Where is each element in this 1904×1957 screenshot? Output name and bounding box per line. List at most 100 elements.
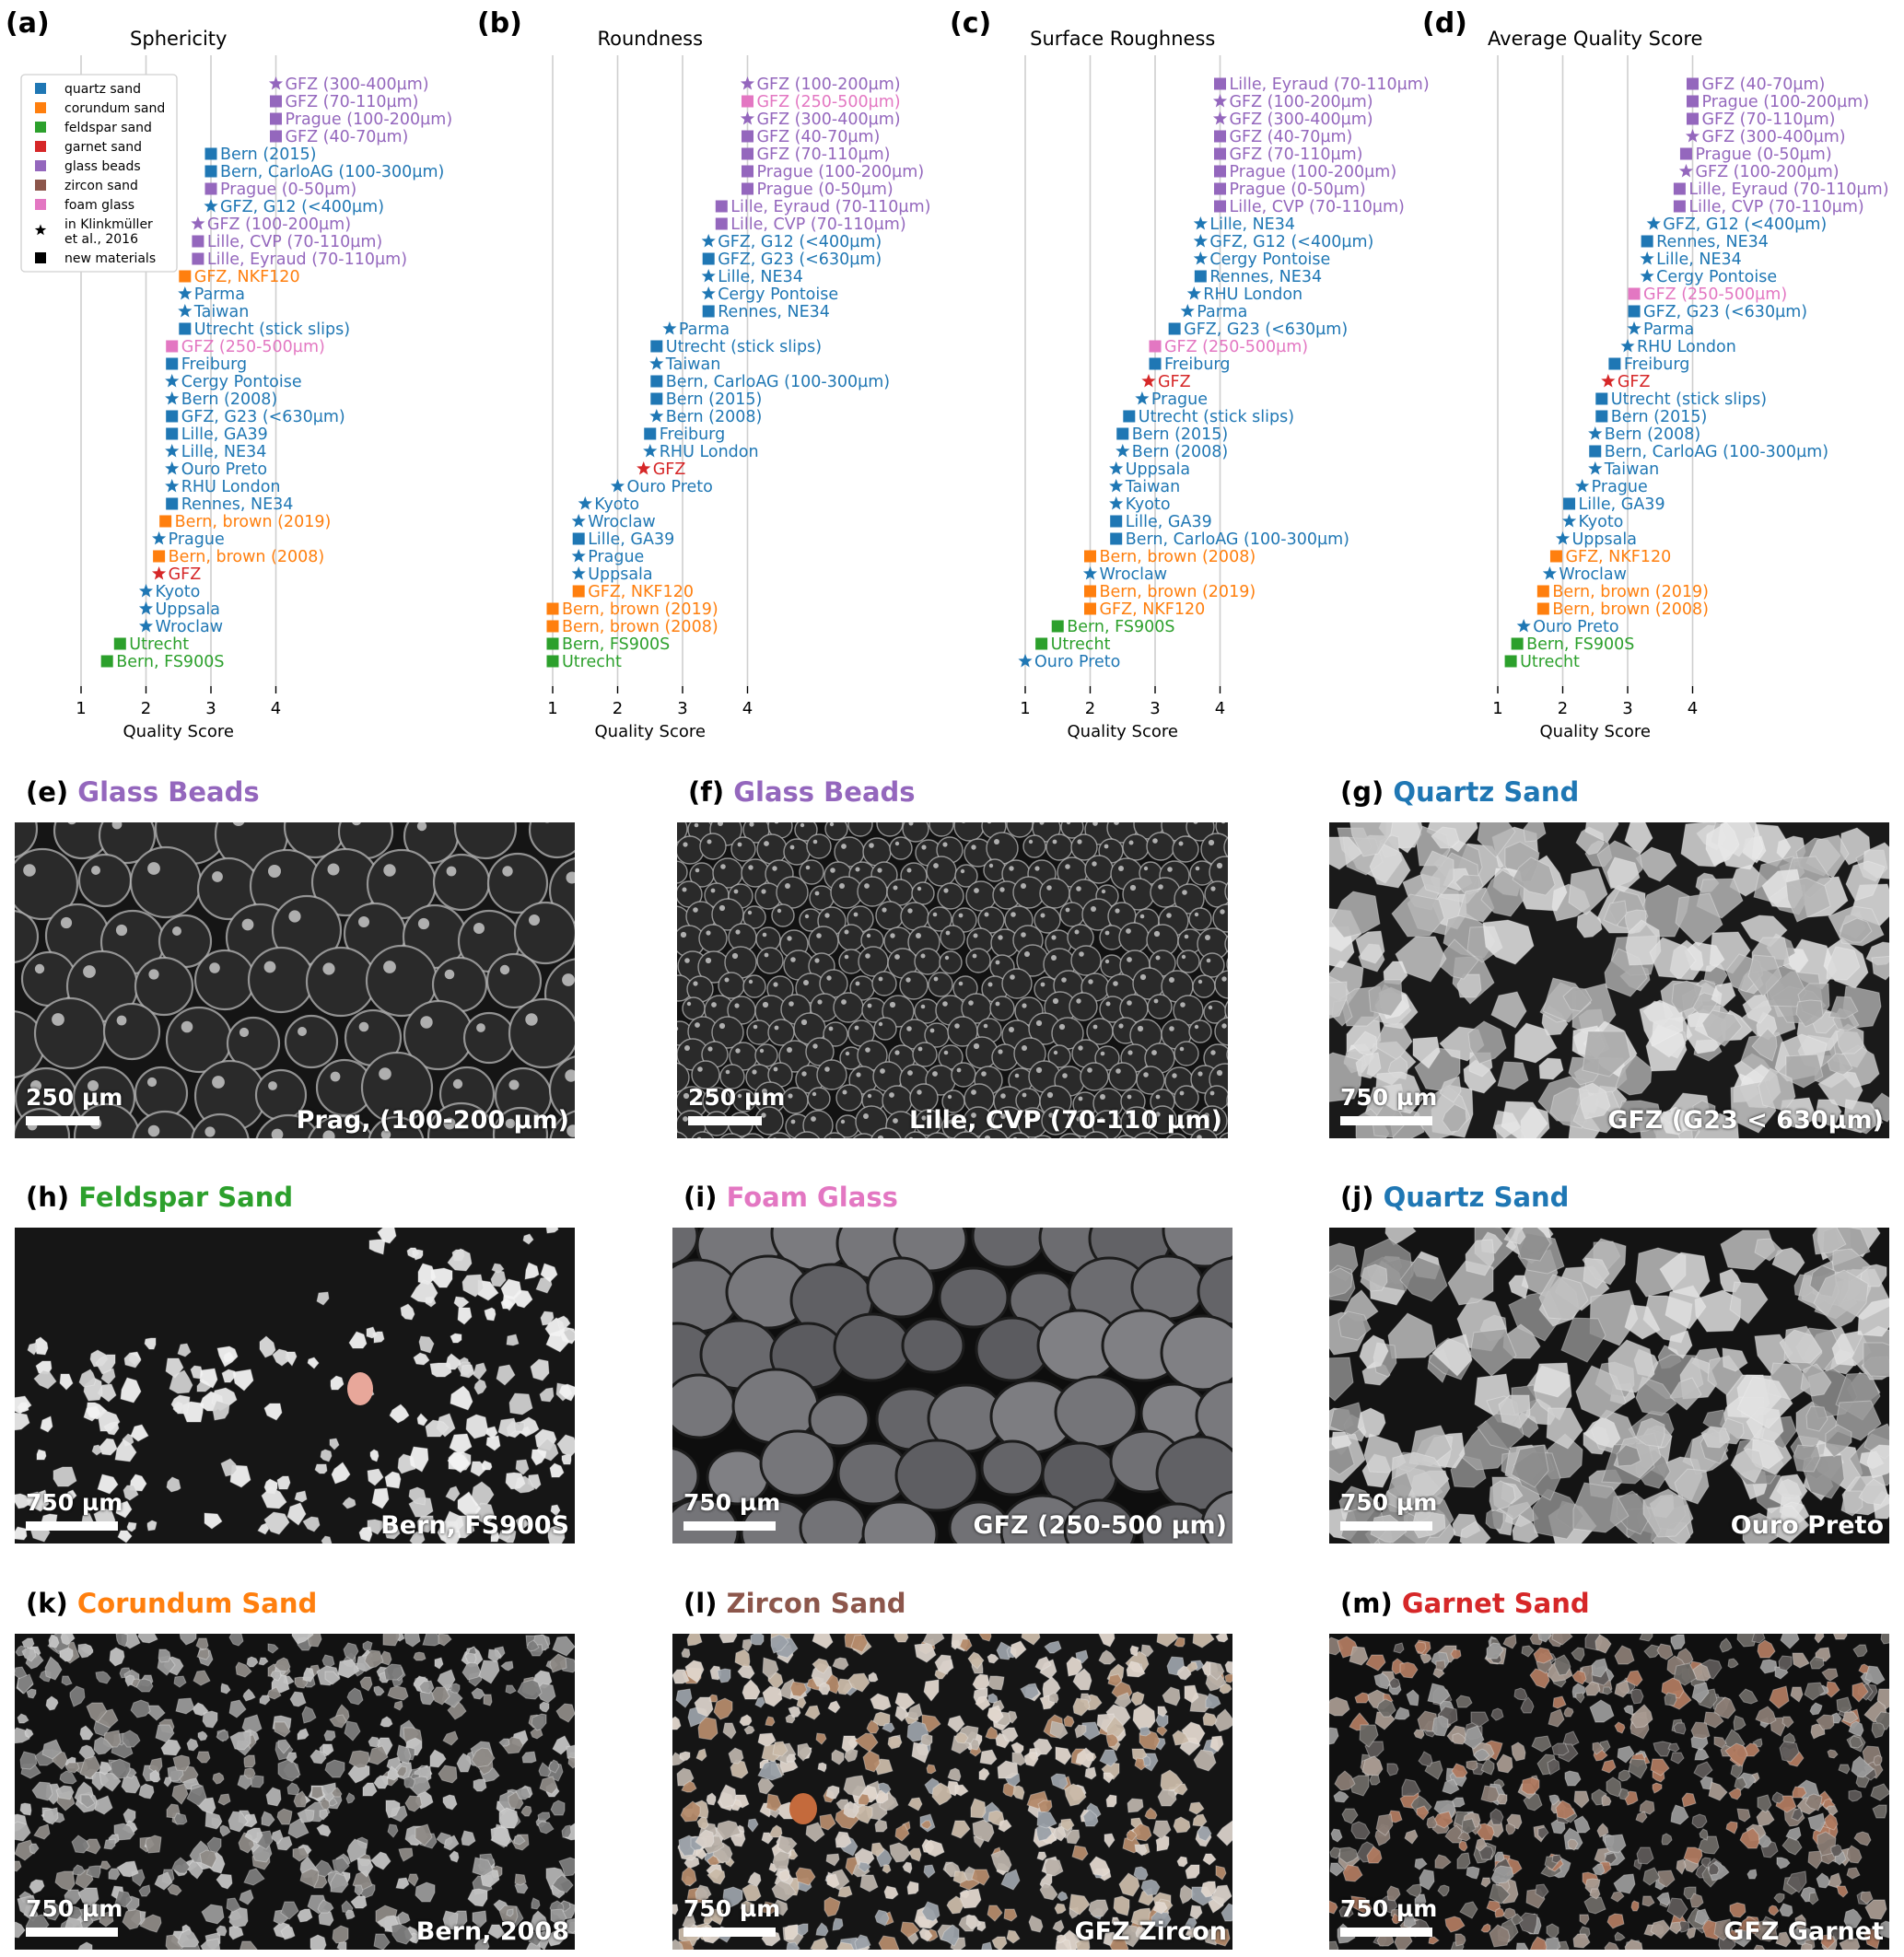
micrograph-photo: 750 µm Ouro Preto bbox=[1329, 1228, 1889, 1543]
data-point-star bbox=[1640, 251, 1654, 265]
data-point-star bbox=[1601, 374, 1616, 388]
data-point-star bbox=[662, 321, 677, 335]
scale-bar-label: 750 µm bbox=[1340, 1895, 1438, 1922]
data-label: Freiburg bbox=[660, 425, 725, 444]
data-label: Uppsala bbox=[1572, 530, 1637, 549]
sample-caption: GFZ Garnet bbox=[1723, 1917, 1884, 1946]
data-point-star bbox=[1180, 304, 1195, 318]
material-title: Glass Beads bbox=[77, 776, 260, 808]
data-label: Prague (100-200µm) bbox=[1230, 163, 1397, 181]
data-label: Kyoto bbox=[1126, 495, 1171, 514]
data-point-square bbox=[742, 182, 753, 195]
data-point-star bbox=[1082, 566, 1098, 580]
data-label: Kyoto bbox=[156, 583, 201, 601]
data-label: GFZ bbox=[169, 565, 202, 584]
data-point-star bbox=[268, 76, 284, 90]
data-label: Bern, brown (2019) bbox=[175, 513, 332, 531]
data-label: Bern, brown (2008) bbox=[1100, 548, 1256, 566]
data-point-square bbox=[1595, 410, 1608, 423]
photo-title: (k) Corundum Sand bbox=[26, 1588, 317, 1619]
material-title: Foam Glass bbox=[726, 1182, 898, 1213]
data-point-square bbox=[1084, 602, 1096, 615]
data-label: Bern, FS900S bbox=[1526, 635, 1634, 654]
data-point-square bbox=[1687, 112, 1699, 125]
data-label: Prague (0-50µm) bbox=[220, 181, 356, 199]
data-label: GFZ (70-110µm) bbox=[286, 93, 419, 111]
micrograph-texture bbox=[1329, 1634, 1889, 1950]
legend-label: feldspar sand bbox=[64, 121, 152, 135]
data-point-star bbox=[152, 566, 167, 580]
data-label: Utrecht (stick slips) bbox=[666, 338, 822, 356]
data-label: Bern (2015) bbox=[220, 146, 317, 164]
data-label: Bern, brown (2008) bbox=[562, 618, 718, 636]
chart-panel-2: 1 2 3 4 (c) Surface Roughness Quality Score Lil… bbox=[950, 7, 1430, 741]
data-label: Bern, brown (2019) bbox=[562, 600, 718, 619]
data-label: GFZ bbox=[1618, 373, 1651, 391]
x-tick-label: 1 bbox=[547, 699, 557, 718]
data-label: GFZ (100-200µm) bbox=[1695, 163, 1839, 181]
photo-title: (l) Zircon Sand bbox=[683, 1588, 906, 1619]
panel-letter: (i) bbox=[683, 1182, 718, 1213]
data-label: Cergy Pontoise bbox=[1656, 268, 1777, 286]
data-label: GFZ (70-110µm) bbox=[1702, 111, 1836, 129]
data-point-square bbox=[742, 165, 753, 178]
photo-title: (e) Glass Beads bbox=[26, 776, 260, 808]
data-point-square bbox=[650, 340, 663, 353]
data-label: GFZ, G23 (<630µm) bbox=[181, 408, 345, 426]
legend-label: corundum sand bbox=[64, 101, 165, 116]
data-label: GFZ, NKF120 bbox=[1565, 548, 1671, 566]
legend-swatch bbox=[35, 83, 46, 94]
data-point-square bbox=[702, 252, 715, 265]
data-point-square bbox=[192, 235, 204, 248]
data-label: Prague (0-50µm) bbox=[1230, 181, 1366, 199]
sample-caption: Ouro Preto bbox=[1730, 1511, 1884, 1540]
scale-bar-label: 750 µm bbox=[1340, 1489, 1438, 1516]
data-label: Bern, brown (2008) bbox=[1552, 600, 1709, 619]
scale-bar-label: 750 µm bbox=[26, 1895, 123, 1922]
data-label: Bern (2015) bbox=[1132, 425, 1229, 444]
data-point-star bbox=[165, 391, 180, 405]
data-label: Rennes, NE34 bbox=[718, 303, 830, 321]
data-label: Parma bbox=[1643, 320, 1694, 339]
data-point-square bbox=[113, 637, 126, 650]
data-point-star bbox=[571, 514, 586, 528]
data-label: RHU London bbox=[1203, 285, 1302, 304]
data-point-square bbox=[1687, 77, 1699, 90]
chart-title: Roundness bbox=[597, 28, 703, 50]
data-label: GFZ, G23 (<630µm) bbox=[1184, 320, 1348, 339]
data-point-square bbox=[1679, 147, 1692, 160]
data-point-square bbox=[1194, 270, 1207, 283]
legend-star-marker bbox=[34, 224, 47, 236]
micrograph-photo: 750 µm Bern, FS900S bbox=[15, 1228, 575, 1543]
data-label: Rennes, NE34 bbox=[181, 495, 294, 514]
data-label: Lille, CVP (70-110µm) bbox=[1230, 198, 1405, 216]
data-point-star bbox=[165, 444, 180, 458]
data-label: GFZ, G12 (<400µm) bbox=[718, 233, 882, 251]
data-label: Rennes, NE34 bbox=[1209, 268, 1322, 286]
data-label: Prague bbox=[1151, 390, 1208, 409]
data-label: GFZ (300-400µm) bbox=[286, 76, 429, 94]
data-label: GFZ, NKF120 bbox=[194, 268, 300, 286]
data-point-square bbox=[546, 637, 559, 650]
material-title: Zircon Sand bbox=[726, 1588, 906, 1619]
data-label: GFZ, NKF120 bbox=[1100, 600, 1206, 619]
micrograph-photo: 750 µm GFZ (250-500 µm) bbox=[672, 1228, 1232, 1543]
data-label: Lille, Eyraud (70-110µm) bbox=[730, 198, 930, 216]
data-point-square bbox=[1608, 357, 1621, 370]
data-point-star bbox=[138, 584, 154, 598]
micrograph-texture bbox=[672, 1228, 1232, 1543]
data-label: Utrecht bbox=[1051, 635, 1111, 654]
data-point-square bbox=[179, 322, 192, 335]
data-point-square bbox=[1536, 602, 1549, 615]
data-point-square bbox=[166, 340, 179, 353]
data-point-square bbox=[1563, 497, 1576, 510]
scale-bar-label: 750 µm bbox=[1340, 1084, 1438, 1111]
data-point-square bbox=[1673, 182, 1686, 195]
data-label: Utrecht (stick slips) bbox=[1139, 408, 1294, 426]
data-point-star bbox=[152, 531, 167, 545]
data-label: Uppsala bbox=[588, 565, 652, 584]
panel-letter: (k) bbox=[26, 1588, 68, 1619]
x-tick-label: 1 bbox=[1492, 699, 1502, 718]
data-point-square bbox=[204, 147, 217, 160]
data-point-star bbox=[637, 461, 651, 475]
